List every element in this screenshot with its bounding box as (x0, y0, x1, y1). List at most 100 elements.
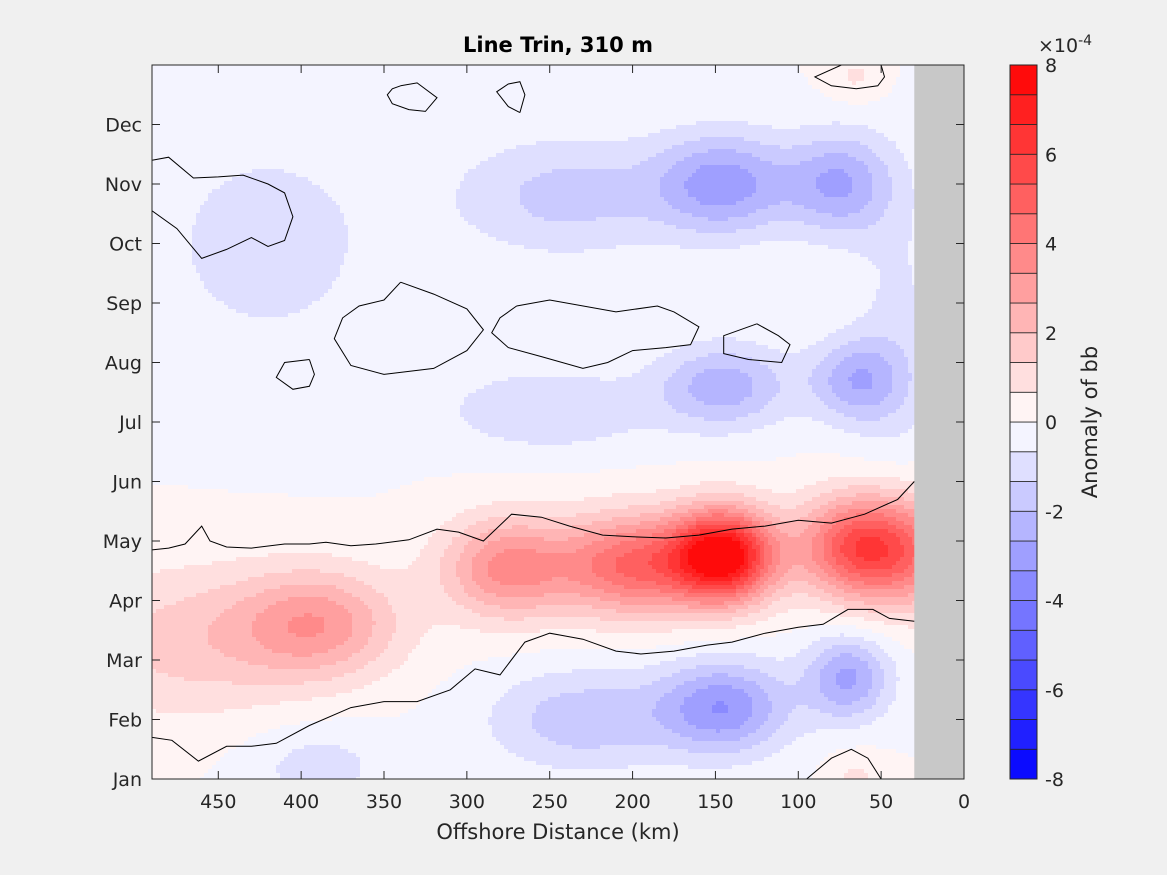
heatmap-cell (728, 141, 733, 146)
heatmap-cell (816, 145, 821, 150)
heatmap-cell (384, 117, 389, 122)
heatmap-cell (192, 157, 197, 162)
heatmap-cell (204, 73, 209, 78)
heatmap-cell (252, 65, 257, 70)
heatmap-cell (356, 73, 361, 78)
heatmap-cell (228, 81, 233, 86)
heatmap-cell (548, 73, 553, 78)
heatmap-cell (684, 109, 689, 114)
heatmap-cell (224, 109, 229, 114)
heatmap-cell (804, 145, 809, 150)
heatmap-cell (736, 153, 741, 158)
heatmap-cell (308, 105, 313, 110)
heatmap-cell (360, 149, 365, 154)
heatmap-cell (720, 129, 725, 134)
heatmap-cell (616, 109, 621, 114)
heatmap-cell (556, 153, 561, 158)
heatmap-cell (328, 81, 333, 86)
heatmap-cell (200, 121, 205, 126)
heatmap-cell (300, 157, 305, 162)
heatmap-cell (772, 85, 777, 90)
heatmap-cell (276, 161, 281, 166)
heatmap-cell (284, 153, 289, 158)
heatmap-cell (152, 109, 157, 114)
heatmap-cell (188, 81, 193, 86)
heatmap-cell (304, 73, 309, 78)
heatmap-cell (628, 121, 633, 126)
heatmap-cell (180, 129, 185, 134)
heatmap-cell (616, 73, 621, 78)
heatmap-cell (652, 101, 657, 106)
heatmap-cell (912, 93, 917, 98)
heatmap-cell (244, 129, 249, 134)
heatmap-cell (688, 89, 693, 94)
heatmap-cell (892, 105, 897, 110)
heatmap-cell (400, 73, 405, 78)
heatmap-cell (380, 101, 385, 106)
heatmap-cell (692, 69, 697, 74)
heatmap-cell (384, 73, 389, 78)
heatmap-cell (468, 121, 473, 126)
heatmap-cell (216, 77, 221, 82)
heatmap-cell (832, 141, 837, 146)
heatmap-cell (712, 145, 717, 150)
heatmap-cell (200, 141, 205, 146)
heatmap-cell (796, 133, 801, 138)
heatmap-cell (380, 125, 385, 130)
heatmap-cell (904, 69, 909, 74)
heatmap-cell (656, 81, 661, 86)
heatmap-cell (692, 133, 697, 138)
heatmap-cell (288, 141, 293, 146)
heatmap-cell (168, 153, 173, 158)
heatmap-cell (832, 109, 837, 114)
heatmap-cell (884, 133, 889, 138)
heatmap-cell (268, 141, 273, 146)
heatmap-cell (912, 137, 917, 142)
heatmap-cell (176, 125, 181, 130)
heatmap-cell (344, 121, 349, 126)
heatmap-cell (792, 93, 797, 98)
heatmap-cell (152, 149, 157, 154)
heatmap-cell (492, 141, 497, 146)
heatmap-cell (536, 157, 541, 162)
heatmap-cell (776, 77, 781, 82)
heatmap-cell (436, 69, 441, 74)
heatmap-cell (592, 69, 597, 74)
heatmap-cell (516, 73, 521, 78)
heatmap-cell (616, 117, 621, 122)
heatmap-cell (608, 149, 613, 154)
heatmap-cell (712, 113, 717, 118)
heatmap-cell (404, 133, 409, 138)
heatmap-cell (356, 149, 361, 154)
heatmap-cell (416, 133, 421, 138)
heatmap-cell (220, 113, 225, 118)
heatmap-cell (448, 85, 453, 90)
heatmap-cell (384, 89, 389, 94)
heatmap-cell (396, 85, 401, 90)
heatmap-cell (392, 85, 397, 90)
heatmap-cell (672, 109, 677, 114)
heatmap-cell (840, 153, 845, 158)
heatmap-cell (756, 121, 761, 126)
heatmap-cell (580, 73, 585, 78)
heatmap-cell (644, 141, 649, 146)
heatmap-cell (352, 89, 357, 94)
heatmap-cell (656, 101, 661, 106)
heatmap-cell (452, 77, 457, 82)
heatmap-cell (752, 117, 757, 122)
heatmap-cell (348, 133, 353, 138)
heatmap-cell (176, 157, 181, 162)
heatmap-cell (536, 93, 541, 98)
heatmap-cell (548, 65, 553, 70)
heatmap-cell (160, 117, 165, 122)
heatmap-cell (788, 97, 793, 102)
heatmap-cell (864, 77, 869, 82)
heatmap-cell (712, 157, 717, 162)
heatmap-cell (320, 161, 325, 166)
heatmap-cell (264, 73, 269, 78)
heatmap-cell (224, 137, 229, 142)
heatmap-cell (240, 89, 245, 94)
heatmap-cell (524, 69, 529, 74)
heatmap-cell (564, 113, 569, 118)
heatmap-cell (596, 141, 601, 146)
